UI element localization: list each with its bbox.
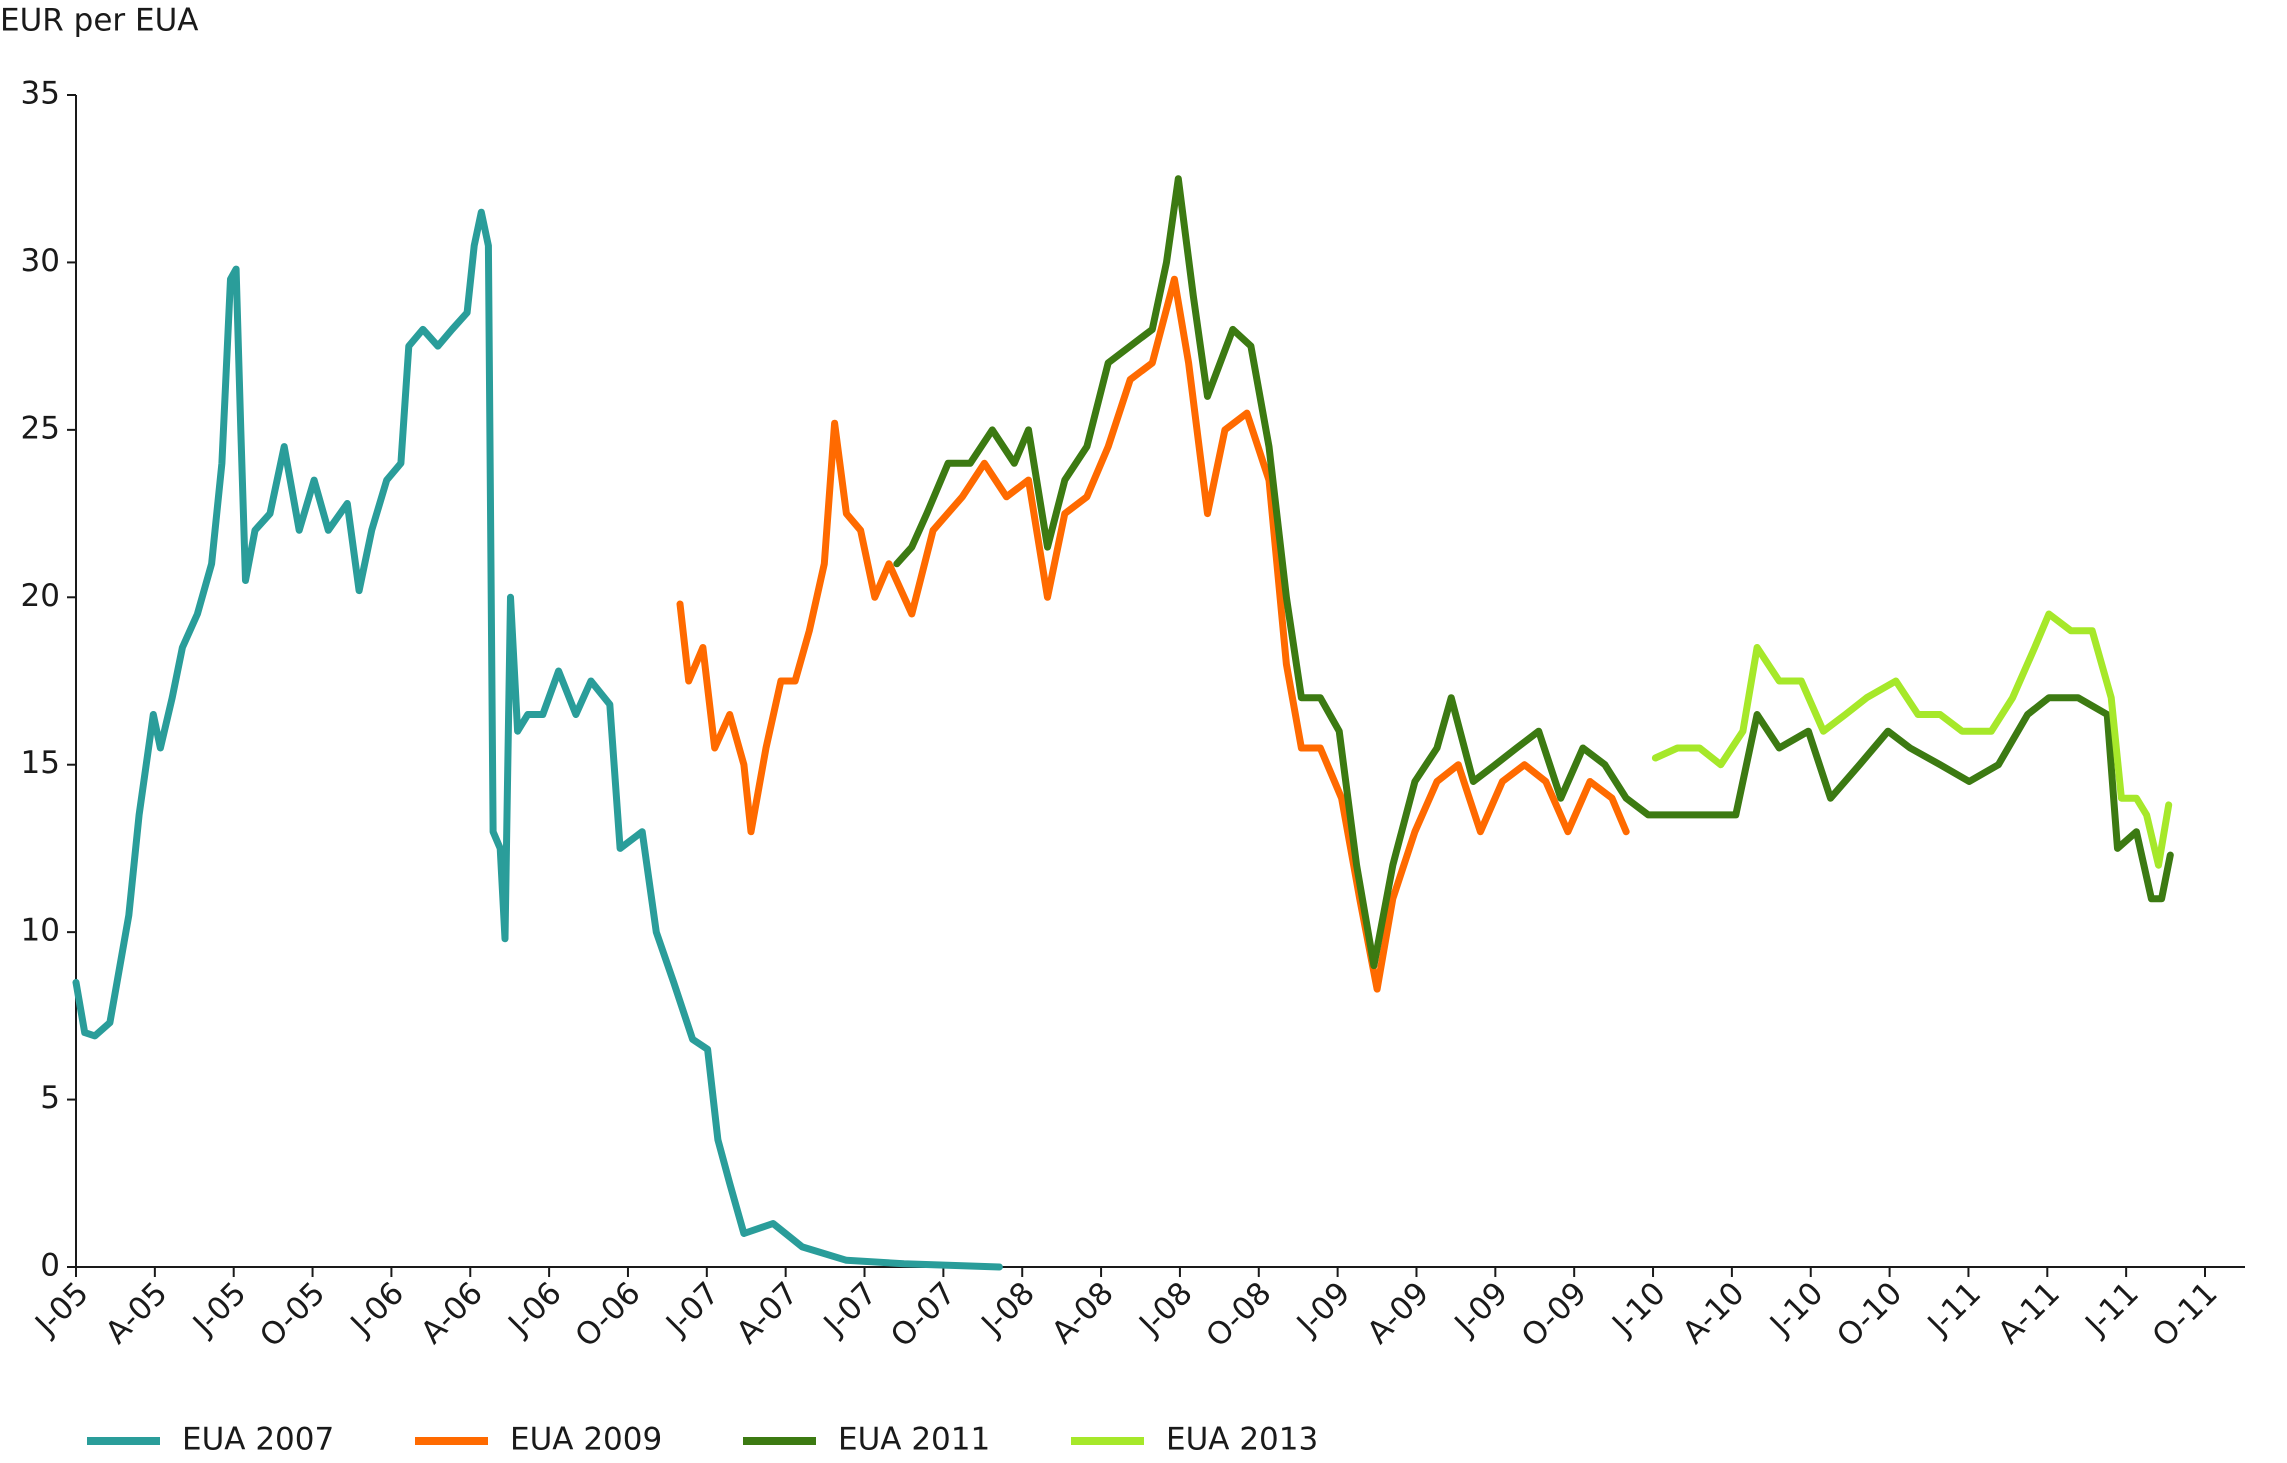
x-tick-label: J-05 bbox=[27, 1275, 95, 1343]
x-tick-label: J-06 bbox=[500, 1275, 568, 1343]
x-tick-label: J-05 bbox=[185, 1275, 253, 1343]
x-tick-label: A-11 bbox=[1991, 1275, 2067, 1351]
y-tick-label: 5 bbox=[40, 1080, 60, 1116]
x-tick-label: A-09 bbox=[1360, 1275, 1436, 1351]
x-tick-label: A-05 bbox=[99, 1275, 175, 1351]
x-tick-label: J-10 bbox=[1604, 1275, 1672, 1343]
x-tick-label: J-08 bbox=[1131, 1275, 1199, 1343]
x-tick-label: A-06 bbox=[414, 1275, 490, 1351]
x-tick-label: J-06 bbox=[343, 1275, 411, 1343]
x-tick-label: J-11 bbox=[2077, 1275, 2145, 1343]
x-tick-label: J-11 bbox=[1920, 1275, 1988, 1343]
x-tick-label: O-05 bbox=[253, 1275, 332, 1354]
legend-label: EUA 2009 bbox=[510, 1422, 662, 1458]
y-axis-label: EUR per EUA bbox=[0, 3, 199, 39]
x-tick-label: J-09 bbox=[1447, 1275, 1515, 1343]
x-tick-label: J-07 bbox=[816, 1275, 884, 1343]
y-tick-label: 30 bbox=[21, 243, 60, 279]
legend-label: EUA 2011 bbox=[838, 1422, 990, 1458]
legend-label: EUA 2007 bbox=[182, 1422, 334, 1458]
x-tick-label: J-07 bbox=[658, 1275, 726, 1343]
x-tick-label: O-07 bbox=[884, 1275, 963, 1354]
y-tick-label: 15 bbox=[21, 745, 60, 781]
x-tick-label: O-11 bbox=[2146, 1275, 2225, 1354]
series-line bbox=[72, 208, 1003, 1271]
x-tick-label: A-10 bbox=[1676, 1275, 1752, 1351]
y-tick-label: 10 bbox=[21, 913, 60, 949]
x-tick-label: A-07 bbox=[730, 1275, 806, 1351]
y-tick-label: 25 bbox=[21, 410, 60, 446]
x-tick-label: J-09 bbox=[1289, 1275, 1357, 1343]
x-tick-label: O-08 bbox=[1199, 1275, 1278, 1354]
series-line bbox=[1651, 610, 2173, 869]
x-tick-label: A-08 bbox=[1045, 1275, 1121, 1351]
series-line bbox=[893, 175, 2174, 970]
y-tick-label: 0 bbox=[40, 1248, 60, 1284]
y-tick-label: 20 bbox=[21, 578, 60, 614]
x-tick-label: J-08 bbox=[974, 1275, 1042, 1343]
x-tick-label: J-10 bbox=[1762, 1275, 1830, 1343]
legend-label: EUA 2013 bbox=[1166, 1422, 1318, 1458]
y-tick-label: 35 bbox=[21, 76, 60, 112]
x-tick-label: O-10 bbox=[1830, 1275, 1909, 1354]
x-tick-label: O-09 bbox=[1515, 1275, 1594, 1354]
series-line bbox=[676, 275, 1630, 993]
x-tick-label: O-06 bbox=[569, 1275, 648, 1354]
